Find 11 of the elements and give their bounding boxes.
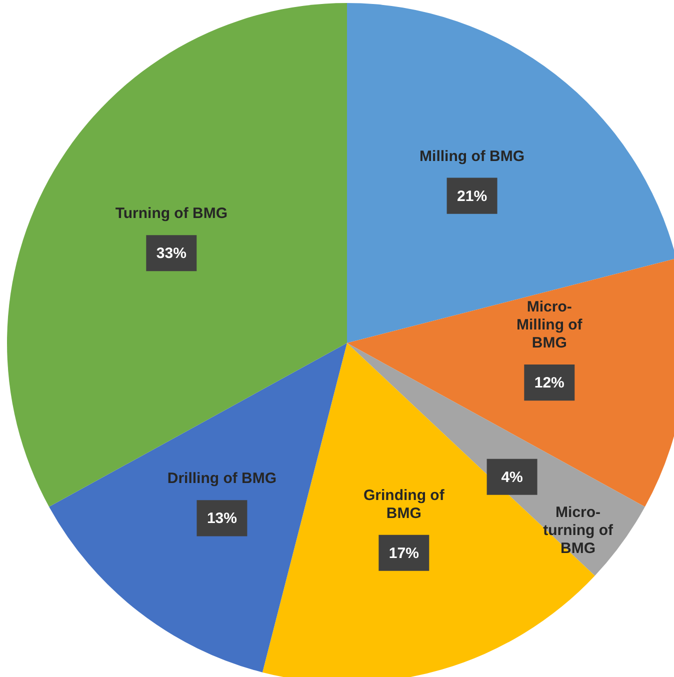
data-label: 12%	[534, 374, 564, 392]
data-label: 17%	[388, 544, 419, 562]
data-label: 33%	[156, 245, 186, 262]
slice-label: Grinding of BMG	[364, 486, 446, 522]
data-label: 4%	[501, 468, 523, 486]
data-label: 13%	[206, 510, 237, 528]
data-label: 21%	[457, 188, 488, 205]
slice-label: Turning of BMG	[115, 205, 228, 222]
slice-label: Drilling of BMG	[167, 470, 277, 488]
slice-label: Milling of BMG	[420, 148, 525, 165]
slice-label: Micro- Milling of BMG	[516, 298, 584, 352]
